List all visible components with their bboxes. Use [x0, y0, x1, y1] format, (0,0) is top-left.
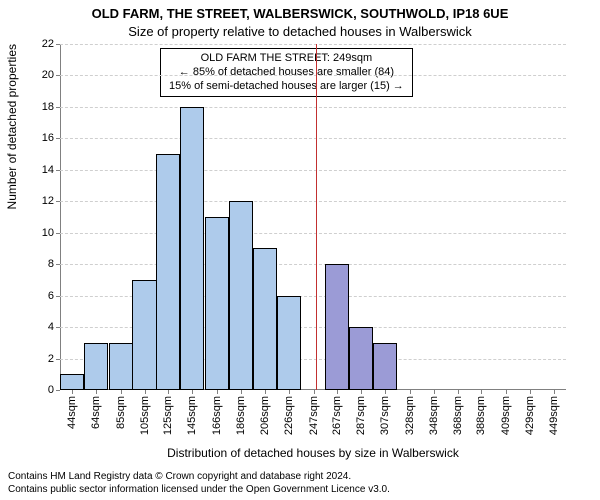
gridline: [60, 201, 566, 202]
xtick-mark: [361, 390, 362, 394]
annotation-box: OLD FARM THE STREET: 249sqm ← 85% of det…: [160, 48, 413, 97]
ytick-label: 12: [42, 195, 60, 207]
xtick-label: 429sqm: [524, 396, 536, 435]
xtick-mark: [96, 390, 97, 394]
ytick-label: 14: [42, 164, 60, 176]
xtick-mark: [410, 390, 411, 394]
ytick-label: 10: [42, 227, 60, 239]
ytick-label: 16: [42, 132, 60, 144]
chart-title-main: OLD FARM, THE STREET, WALBERSWICK, SOUTH…: [0, 6, 600, 21]
ytick-label: 2: [48, 353, 60, 365]
chart-container: OLD FARM, THE STREET, WALBERSWICK, SOUTH…: [0, 0, 600, 500]
xtick-mark: [337, 390, 338, 394]
x-axis-title: Distribution of detached houses by size …: [60, 446, 566, 460]
gridline: [60, 107, 566, 108]
footer-line-1: Contains HM Land Registry data © Crown c…: [8, 471, 592, 484]
ytick-label: 20: [42, 69, 60, 81]
histogram-bar: [60, 374, 84, 390]
histogram-bar: [277, 296, 301, 390]
xtick-label: 206sqm: [259, 396, 271, 435]
histogram-bar: [349, 327, 373, 390]
xtick-mark: [168, 390, 169, 394]
xtick-label: 125sqm: [162, 396, 174, 435]
xtick-mark: [458, 390, 459, 394]
xtick-mark: [72, 390, 73, 394]
xtick-mark: [530, 390, 531, 394]
gridline: [60, 264, 566, 265]
reference-line: [316, 44, 317, 390]
xtick-label: 186sqm: [235, 396, 247, 435]
chart-footer: Contains HM Land Registry data © Crown c…: [8, 471, 592, 496]
xtick-mark: [506, 390, 507, 394]
xtick-mark: [121, 390, 122, 394]
annotation-line-3: 15% of semi-detached houses are larger (…: [169, 80, 404, 94]
xtick-mark: [192, 390, 193, 394]
gridline: [60, 233, 566, 234]
xtick-label: 267sqm: [331, 396, 343, 435]
ytick-label: 4: [48, 321, 60, 333]
gridline: [60, 170, 566, 171]
xtick-mark: [314, 390, 315, 394]
annotation-line-1: OLD FARM THE STREET: 249sqm: [169, 52, 404, 66]
xtick-label: 64sqm: [90, 396, 102, 429]
gridline: [60, 138, 566, 139]
footer-line-2: Contains public sector information licen…: [8, 484, 592, 497]
xtick-label: 307sqm: [379, 396, 391, 435]
xtick-label: 166sqm: [211, 396, 223, 435]
histogram-bar: [229, 201, 253, 390]
xtick-mark: [145, 390, 146, 394]
histogram-bar: [180, 107, 204, 390]
histogram-bar: [373, 343, 397, 390]
gridline: [60, 44, 566, 45]
xtick-label: 145sqm: [186, 396, 198, 435]
histogram-bar: [253, 248, 277, 390]
xtick-label: 247sqm: [308, 396, 320, 435]
ytick-label: 6: [48, 290, 60, 302]
histogram-bar: [156, 154, 180, 390]
xtick-label: 449sqm: [548, 396, 560, 435]
histogram-bar: [132, 280, 156, 390]
xtick-label: 409sqm: [500, 396, 512, 435]
histogram-bar: [205, 217, 229, 390]
xtick-mark: [289, 390, 290, 394]
xtick-mark: [554, 390, 555, 394]
annotation-line-2: ← 85% of detached houses are smaller (84…: [169, 66, 404, 80]
y-axis-title: Number of detached properties: [5, 0, 19, 217]
histogram-bar: [325, 264, 349, 390]
chart-title-sub: Size of property relative to detached ho…: [0, 24, 600, 39]
xtick-label: 328sqm: [404, 396, 416, 435]
ytick-label: 22: [42, 38, 60, 50]
xtick-mark: [241, 390, 242, 394]
ytick-label: 0: [48, 384, 60, 396]
xtick-mark: [481, 390, 482, 394]
xtick-mark: [434, 390, 435, 394]
xtick-label: 226sqm: [283, 396, 295, 435]
xtick-label: 388sqm: [475, 396, 487, 435]
histogram-bar: [109, 343, 133, 390]
xtick-mark: [385, 390, 386, 394]
gridline: [60, 75, 566, 76]
plot-area: OLD FARM THE STREET: 249sqm ← 85% of det…: [60, 44, 566, 390]
ytick-label: 8: [48, 258, 60, 270]
y-axis-line: [60, 44, 61, 390]
xtick-mark: [265, 390, 266, 394]
xtick-mark: [217, 390, 218, 394]
xtick-label: 85sqm: [115, 396, 127, 429]
xtick-label: 287sqm: [355, 396, 367, 435]
xtick-label: 368sqm: [452, 396, 464, 435]
ytick-label: 18: [42, 101, 60, 113]
xtick-label: 348sqm: [428, 396, 440, 435]
histogram-bar: [84, 343, 108, 390]
xtick-label: 44sqm: [66, 396, 78, 429]
xtick-label: 105sqm: [139, 396, 151, 435]
